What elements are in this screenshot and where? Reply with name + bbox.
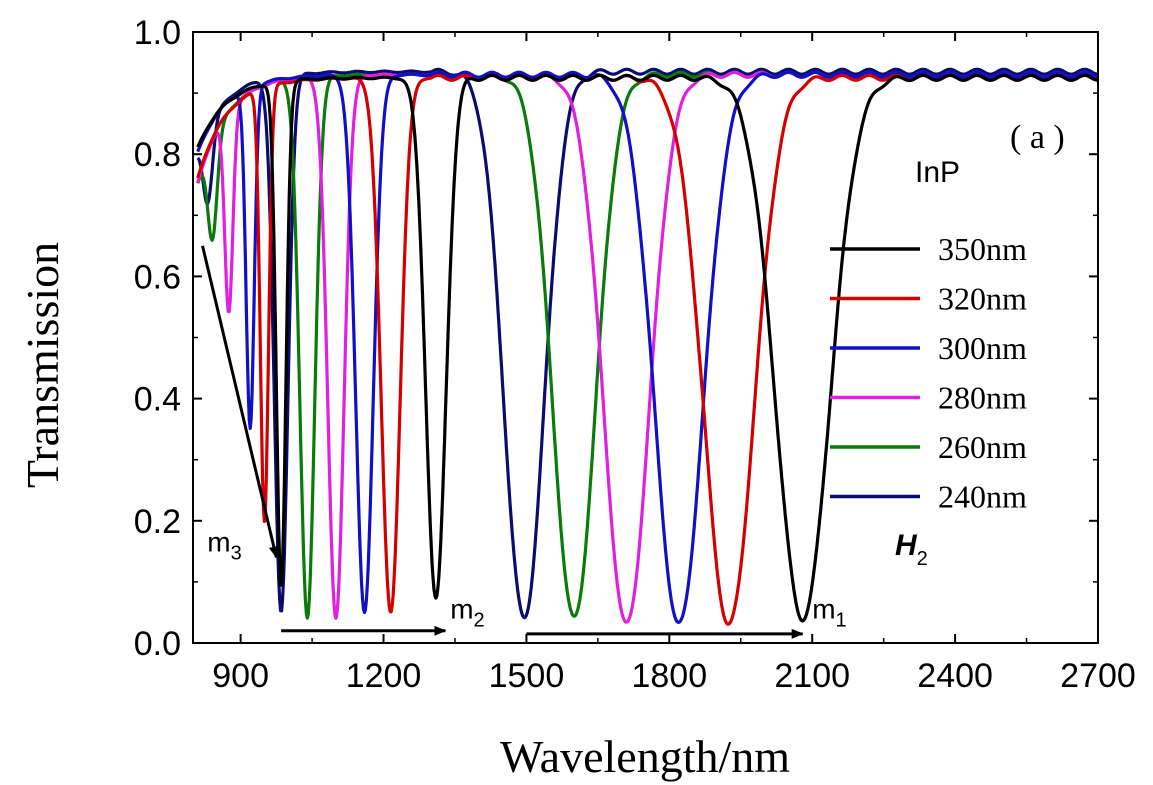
x-tick-label: 2100 [774, 657, 850, 695]
mode-label-m3: m3 [207, 526, 241, 564]
series-line-350nm [196, 73, 1099, 623]
x-tick-label: 900 [212, 657, 269, 695]
material-label: InP [915, 156, 960, 189]
x-tick-label: 1800 [631, 657, 707, 695]
legend-label: 300nm [938, 330, 1027, 366]
y-tick-label: 0.6 [134, 258, 181, 296]
mode-arrow [201, 245, 279, 559]
y-tick-label: 0.2 [134, 503, 181, 541]
x-tick-label: 2400 [917, 657, 993, 695]
y-tick-label: 0.0 [134, 625, 181, 663]
x-tick-label: 2700 [1060, 657, 1136, 695]
y-tick-label: 0.8 [134, 136, 181, 174]
series-line-240nm [196, 67, 1099, 620]
x-tick-label: 1200 [346, 657, 422, 695]
panel-label: ( a ) [1010, 119, 1065, 156]
y-axis-title: Transmission [17, 242, 68, 488]
legend-label: 320nm [938, 281, 1027, 317]
mode-label-m1: m1 [812, 594, 846, 632]
y-tick-label: 1.0 [134, 14, 181, 52]
legend-label: 260nm [938, 429, 1027, 465]
mode-type-label: H2 [895, 529, 928, 570]
series-line-300nm [196, 70, 1099, 624]
legend-label: 240nm [938, 479, 1027, 515]
y-tick-label: 0.4 [134, 381, 181, 419]
legend-label: 280nm [938, 380, 1027, 416]
legend-label: 350nm [938, 231, 1027, 267]
mode-label-m2: m2 [450, 594, 484, 632]
x-axis-title: Wavelength/nm [500, 731, 790, 782]
legend: 350nm 320nm 300nm 280nm 260nm 240nm [830, 231, 1027, 515]
x-tick-label: 1500 [489, 657, 565, 695]
